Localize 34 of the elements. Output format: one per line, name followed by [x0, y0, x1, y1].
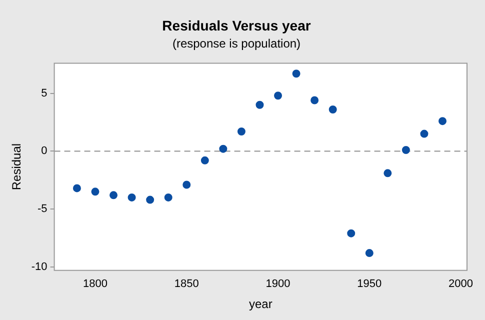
y-axis-title: Residual — [10, 143, 24, 190]
y-tick-label: 5 — [41, 87, 48, 100]
x-tick-label: 1900 — [266, 278, 290, 290]
point — [256, 100, 264, 109]
point — [292, 70, 300, 78]
point — [420, 130, 428, 138]
point — [328, 106, 337, 114]
point — [438, 117, 447, 126]
y-tick-label: -5 — [38, 203, 48, 216]
point — [110, 191, 118, 200]
chart-title: Residuals Versus year — [162, 17, 312, 34]
point — [164, 193, 172, 202]
point — [237, 127, 246, 136]
point — [274, 92, 282, 100]
point — [384, 169, 392, 178]
point — [200, 156, 209, 164]
y-tick-label: -10 — [31, 260, 48, 273]
point — [347, 229, 356, 238]
point — [91, 188, 100, 196]
y-tick-label: 0 — [41, 145, 48, 158]
point — [128, 193, 136, 202]
point — [219, 144, 228, 153]
point — [182, 180, 191, 189]
point — [72, 184, 81, 192]
point — [402, 146, 410, 154]
x-axis-title: year — [248, 297, 272, 312]
point — [146, 196, 154, 204]
point — [365, 249, 374, 258]
x-tick-label: 2000 — [448, 278, 474, 290]
x-tick-label: 1800 — [82, 278, 108, 290]
x-tick-label: 1950 — [357, 278, 382, 290]
chart-subtitle: (response is population) — [172, 36, 301, 50]
x-tick-label: 1850 — [174, 278, 199, 290]
point — [310, 96, 319, 104]
